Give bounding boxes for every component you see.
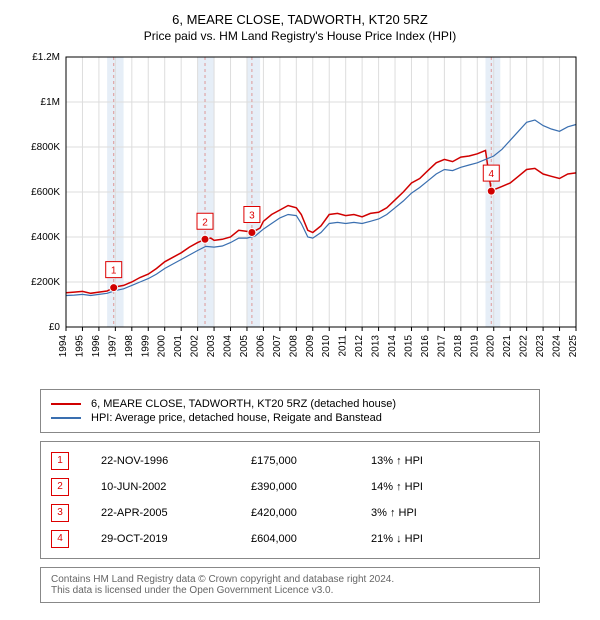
transaction-price: £390,000 <box>251 481 371 493</box>
transaction-date: 29-OCT-2019 <box>101 533 251 545</box>
svg-text:2014: 2014 <box>387 335 398 358</box>
svg-text:2000: 2000 <box>157 335 168 358</box>
chart-title-line2: Price paid vs. HM Land Registry's House … <box>10 29 590 43</box>
transaction-price: £420,000 <box>251 507 371 519</box>
transaction-marker-icon: 1 <box>51 452 69 470</box>
svg-text:£600K: £600K <box>31 187 60 198</box>
svg-text:£400K: £400K <box>31 232 60 243</box>
footer-line2: This data is licensed under the Open Gov… <box>51 585 529 596</box>
svg-text:2001: 2001 <box>173 335 184 358</box>
svg-text:2012: 2012 <box>354 335 365 358</box>
svg-text:2003: 2003 <box>206 335 217 358</box>
svg-text:2010: 2010 <box>321 335 332 358</box>
svg-text:£0: £0 <box>49 322 61 333</box>
table-row: 2 10-JUN-2002 £390,000 14% ↑ HPI <box>45 474 535 500</box>
svg-text:3: 3 <box>249 211 255 222</box>
svg-text:2007: 2007 <box>272 335 283 358</box>
transaction-diff: 14% ↑ HPI <box>371 481 491 493</box>
svg-text:1997: 1997 <box>107 335 118 358</box>
svg-text:2025: 2025 <box>568 335 579 358</box>
svg-text:1995: 1995 <box>74 335 85 358</box>
chart-title-line1: 6, MEARE CLOSE, TADWORTH, KT20 5RZ <box>10 12 590 27</box>
transactions-table: 1 22-NOV-1996 £175,000 13% ↑ HPI 2 10-JU… <box>40 441 540 559</box>
footer-attribution: Contains HM Land Registry data © Crown c… <box>40 567 540 603</box>
transaction-diff: 13% ↑ HPI <box>371 455 491 467</box>
svg-text:2019: 2019 <box>469 335 480 358</box>
transaction-diff: 21% ↓ HPI <box>371 533 491 545</box>
transaction-price: £604,000 <box>251 533 371 545</box>
svg-text:£800K: £800K <box>31 142 60 153</box>
svg-text:1: 1 <box>111 266 117 277</box>
svg-text:2015: 2015 <box>403 335 414 358</box>
svg-text:2020: 2020 <box>486 335 497 358</box>
footer-line1: Contains HM Land Registry data © Crown c… <box>51 574 529 585</box>
svg-text:£1.2M: £1.2M <box>32 52 60 63</box>
svg-text:2021: 2021 <box>502 335 513 358</box>
chart-titles: 6, MEARE CLOSE, TADWORTH, KT20 5RZ Price… <box>10 12 590 43</box>
transaction-date: 10-JUN-2002 <box>101 481 251 493</box>
svg-text:1999: 1999 <box>140 335 151 358</box>
transaction-price: £175,000 <box>251 455 371 467</box>
table-row: 3 22-APR-2005 £420,000 3% ↑ HPI <box>45 500 535 526</box>
svg-text:2006: 2006 <box>255 335 266 358</box>
svg-text:1998: 1998 <box>124 335 135 358</box>
svg-text:2002: 2002 <box>190 335 201 358</box>
legend-label-1: HPI: Average price, detached house, Reig… <box>91 412 382 424</box>
svg-text:£200K: £200K <box>31 277 60 288</box>
svg-text:2: 2 <box>202 217 208 228</box>
svg-text:1994: 1994 <box>58 335 69 358</box>
table-row: 1 22-NOV-1996 £175,000 13% ↑ HPI <box>45 448 535 474</box>
price-chart-svg: £0 £200K £400K £600K £800K £1M £1.2M 1994 1995 19… <box>20 51 580 381</box>
transaction-marker-icon: 3 <box>51 504 69 522</box>
svg-text:£1M: £1M <box>41 97 60 108</box>
legend-swatch-0 <box>51 403 81 405</box>
table-row: 4 29-OCT-2019 £604,000 21% ↓ HPI <box>45 526 535 552</box>
svg-text:2016: 2016 <box>420 335 431 358</box>
svg-text:4: 4 <box>488 169 494 180</box>
transaction-marker-icon: 4 <box>51 530 69 548</box>
transaction-date: 22-APR-2005 <box>101 507 251 519</box>
svg-text:2009: 2009 <box>305 335 316 358</box>
svg-text:2004: 2004 <box>223 335 234 358</box>
svg-text:2023: 2023 <box>535 335 546 358</box>
svg-text:2022: 2022 <box>519 335 530 358</box>
legend-row: 6, MEARE CLOSE, TADWORTH, KT20 5RZ (deta… <box>51 398 529 410</box>
transaction-diff: 3% ↑ HPI <box>371 507 491 519</box>
transaction-marker-icon: 2 <box>51 478 69 496</box>
svg-text:2018: 2018 <box>453 335 464 358</box>
legend-label-0: 6, MEARE CLOSE, TADWORTH, KT20 5RZ (deta… <box>91 398 396 410</box>
svg-text:2011: 2011 <box>338 335 349 357</box>
legend: 6, MEARE CLOSE, TADWORTH, KT20 5RZ (deta… <box>40 389 540 433</box>
chart-area: £0 £200K £400K £600K £800K £1M £1.2M 1994 1995 19… <box>20 51 580 381</box>
legend-swatch-1 <box>51 417 81 419</box>
svg-text:1996: 1996 <box>91 335 102 358</box>
legend-row: HPI: Average price, detached house, Reig… <box>51 412 529 424</box>
svg-text:2013: 2013 <box>371 335 382 358</box>
svg-text:2017: 2017 <box>436 335 447 358</box>
transaction-date: 22-NOV-1996 <box>101 455 251 467</box>
svg-text:2008: 2008 <box>288 335 299 358</box>
svg-text:2005: 2005 <box>239 335 250 358</box>
svg-text:2024: 2024 <box>552 335 563 358</box>
